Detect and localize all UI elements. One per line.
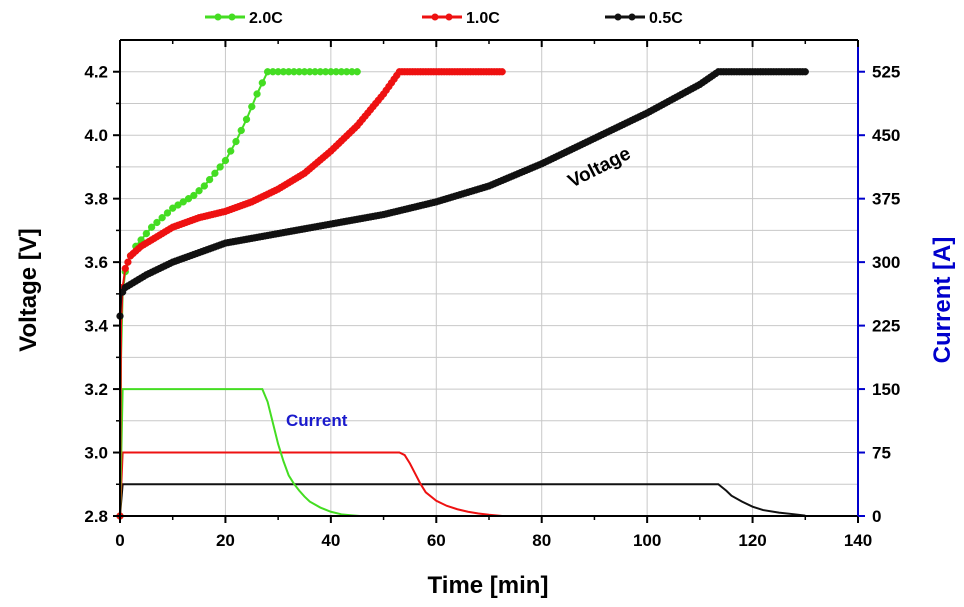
legend-marker-1.0C bbox=[431, 13, 439, 21]
voltage-point-2.0C bbox=[179, 198, 187, 206]
voltage-point-2.0C bbox=[142, 229, 151, 238]
current-line-2.0C bbox=[119, 388, 360, 517]
voltage-point-2.0C bbox=[258, 79, 266, 87]
voltage-point-2.0C bbox=[237, 126, 245, 135]
voltage-point-2.0C bbox=[227, 147, 235, 155]
y-left-tick-label: 2.8 bbox=[84, 507, 108, 526]
voltage-point-2.0C bbox=[211, 169, 219, 177]
y-axis-right-title: Current [A] bbox=[929, 237, 956, 364]
y-left-tick-label: 3.0 bbox=[84, 444, 108, 463]
voltage-point-2.0C bbox=[184, 195, 193, 203]
legend-label-2.0C: 2.0C bbox=[249, 10, 283, 27]
voltage-point-2.0C bbox=[216, 163, 224, 171]
voltage-point-2.0C bbox=[163, 209, 172, 217]
x-tick-label: 80 bbox=[532, 531, 551, 550]
voltage-point-2.0C bbox=[158, 214, 166, 222]
y-axis-left-title: Voltage [V] bbox=[15, 228, 42, 352]
y-left-tick-label: 3.8 bbox=[84, 190, 108, 209]
x-tick-label: 0 bbox=[115, 531, 124, 550]
x-axis-title: Time [min] bbox=[428, 572, 549, 599]
legend-marker-2.0C bbox=[214, 13, 222, 21]
x-tick-label: 40 bbox=[321, 531, 340, 550]
axes bbox=[119, 39, 859, 517]
legend-marker-2.0C bbox=[228, 13, 236, 21]
legend-label-1.0C: 1.0C bbox=[466, 10, 500, 27]
legend: 2.0C 1.0C 0.5C bbox=[205, 10, 683, 27]
y-left-tick-label: 4.0 bbox=[84, 126, 108, 145]
x-tick-label: 140 bbox=[844, 531, 872, 550]
y-left-tick-label: 3.2 bbox=[84, 380, 108, 399]
y-right-tick-label: 75 bbox=[872, 444, 891, 463]
y-left-tick-label: 3.4 bbox=[84, 317, 108, 336]
voltage-point-2.0C bbox=[174, 201, 182, 209]
voltage-point-2.0C bbox=[200, 182, 208, 190]
y-right-tick-label: 150 bbox=[872, 380, 900, 399]
y-right-tick-label: 450 bbox=[872, 126, 900, 145]
y-right-tick-label: 525 bbox=[872, 63, 900, 82]
voltage-point-2.0C bbox=[195, 187, 203, 195]
legend-marker-0.5C bbox=[628, 13, 636, 21]
voltage-point-2.0C bbox=[169, 204, 177, 212]
voltage-point-2.0C bbox=[253, 90, 261, 98]
voltage-point-2.0C bbox=[153, 218, 161, 227]
x-tick-label: 20 bbox=[216, 531, 235, 550]
voltage-point-2.0C bbox=[353, 68, 361, 76]
voltage-point-2.0C bbox=[242, 115, 251, 123]
y-left-tick-label: 3.6 bbox=[84, 253, 108, 272]
voltage-point-1.0C bbox=[124, 258, 132, 266]
grid bbox=[120, 39, 858, 516]
voltage-point-2.0C bbox=[147, 223, 156, 231]
y-right-tick-label: 375 bbox=[872, 190, 900, 209]
ticks: 0 20 40 60 80 100 120 140 2.8 3.0 3.2 3.4 3.6 3.8 4.0 4… bbox=[84, 40, 900, 550]
current-line-1.0C bbox=[119, 451, 503, 517]
legend-marker-0.5C bbox=[614, 13, 622, 21]
voltage-point-0.5C bbox=[801, 68, 809, 76]
legend-marker-1.0C bbox=[445, 13, 453, 21]
y-right-tick-label: 0 bbox=[872, 507, 881, 526]
x-tick-label: 100 bbox=[633, 531, 661, 550]
voltage-point-2.0C bbox=[232, 137, 240, 146]
voltage-point-2.0C bbox=[248, 102, 256, 111]
x-tick-label: 120 bbox=[738, 531, 766, 550]
current-annotation: Current bbox=[286, 411, 348, 430]
voltage-point-1.0C bbox=[498, 68, 506, 76]
y-left-tick-label: 4.2 bbox=[84, 63, 108, 82]
current-line-0.5C bbox=[119, 483, 806, 517]
legend-label-0.5C: 0.5C bbox=[649, 10, 683, 27]
y-right-tick-label: 225 bbox=[872, 317, 900, 336]
x-tick-label: 60 bbox=[427, 531, 446, 550]
voltage-point-2.0C bbox=[221, 156, 230, 165]
voltage-point-2.0C bbox=[190, 191, 198, 200]
series-layer bbox=[116, 68, 809, 520]
voltage-point-2.0C bbox=[205, 175, 214, 184]
voltage-point-1.0C bbox=[121, 264, 129, 273]
y-right-tick-label: 300 bbox=[872, 253, 900, 272]
